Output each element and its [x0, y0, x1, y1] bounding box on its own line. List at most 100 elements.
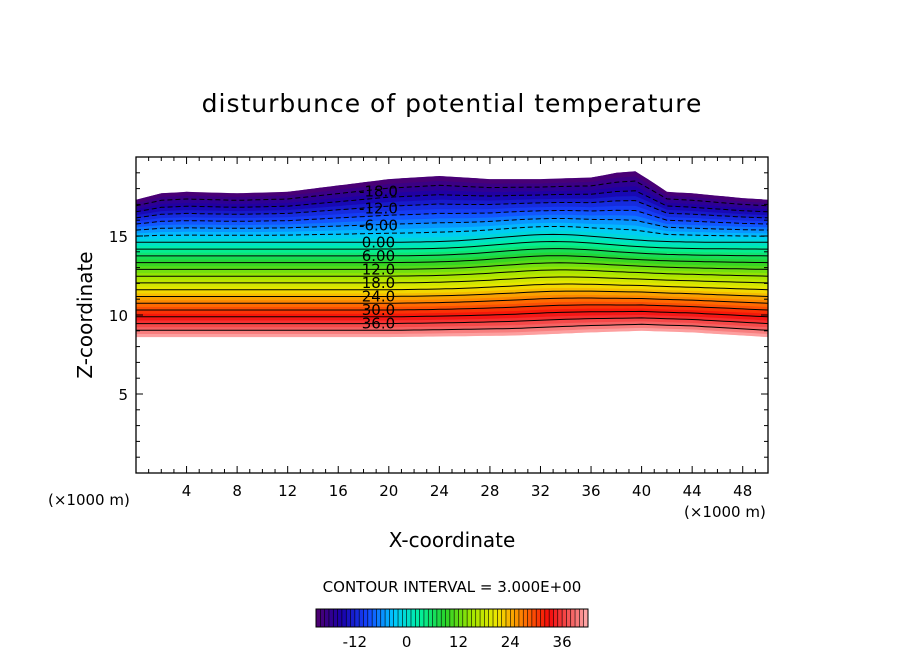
x-tick-label: 44: [683, 482, 702, 500]
colorbar-cell: [505, 609, 511, 627]
colorbar-tick-label: -12: [343, 633, 368, 651]
colorbar-cell: [544, 609, 550, 627]
colorbar-cell: [441, 609, 446, 627]
colorbar-cell: [467, 609, 472, 627]
colorbar-cell: [393, 609, 399, 627]
colorbar-cell: [389, 609, 395, 627]
colorbar-cell: [328, 609, 334, 627]
colorbar: -12 0 12 24 36: [315, 608, 589, 651]
x-tick-label: 24: [430, 482, 449, 500]
colorbar-cell: [350, 609, 356, 627]
contour-line: [136, 233, 768, 243]
contour-line: [136, 180, 768, 207]
colorbar-cell: [428, 609, 433, 627]
colorbar-cell: [484, 609, 489, 627]
contour-line: [136, 209, 768, 225]
colorbar-cell: [557, 609, 563, 627]
contour-label: -6.00: [359, 216, 398, 234]
contour-line: [136, 290, 768, 297]
colorbar-cell: [415, 609, 420, 627]
colorbar-cell: [432, 609, 438, 627]
colorbar-cell: [480, 609, 485, 627]
contour-line: [136, 218, 768, 231]
contour-line: [136, 240, 768, 250]
contour-line: [136, 200, 768, 219]
colorbar-cell: [454, 609, 459, 627]
colorbar-cell: [423, 609, 429, 627]
colorbar-tick-label: 36: [553, 633, 572, 651]
colorbar-cell: [337, 609, 343, 627]
x-axis-label: X-coordinate: [389, 528, 516, 552]
colorbar-cell: [488, 609, 494, 627]
contour-line: [136, 283, 768, 291]
colorbar-tick-labels: -12 0 12 24 36: [343, 633, 572, 651]
contour-label: -12.0: [359, 199, 398, 217]
contour-label: 18.0: [362, 274, 395, 292]
contour-line: [136, 297, 768, 304]
colorbar-cell: [462, 609, 468, 627]
contour-line: [136, 310, 768, 318]
contour-line: [136, 317, 768, 325]
contour-interval-label: CONTOUR INTERVAL = 3.000E+00: [323, 578, 582, 596]
colorbar-cell: [354, 609, 360, 627]
colorbar-cell: [445, 609, 451, 627]
colorbar-cell: [316, 609, 321, 627]
x-tick-label: 4: [182, 482, 192, 500]
contour-label: 24.0: [362, 287, 395, 305]
x-tick-labels: 4 8 12 16 20 24 28 32 36 40 44 48: [182, 482, 752, 500]
colorbar-cell: [359, 609, 364, 627]
colorbar-cell: [553, 609, 559, 627]
colorbar-cell: [324, 609, 330, 627]
colorbar-cell: [579, 609, 584, 627]
colorbar-cell: [575, 609, 580, 627]
colorbar-cell: [380, 609, 386, 627]
contour-line: [136, 269, 768, 277]
colorbar-cell: [410, 609, 416, 627]
y-tick-label: 10: [109, 307, 128, 325]
colorbar-tick-label: 0: [402, 633, 412, 651]
y-tick-label: 5: [118, 386, 128, 404]
x-axis-unit: (×1000 m): [684, 503, 766, 521]
colorbar-cell: [406, 609, 412, 627]
x-tick-label: 40: [632, 482, 651, 500]
contour-line: [136, 190, 768, 213]
colorbar-cell: [540, 609, 546, 627]
plot-area: -18.0-12.0-6.000.006.0012.018.024.030.03…: [109, 156, 769, 500]
y-tick-labels: 5 10 15: [109, 228, 128, 404]
colorbar-tick-label: 24: [501, 633, 520, 651]
contour-line: [136, 248, 768, 257]
contour-label: 36.0: [362, 315, 395, 333]
x-tick-label: 48: [733, 482, 752, 500]
temperature-band: [136, 171, 768, 204]
contour-line: [136, 262, 768, 270]
contour-label: 0.00: [362, 233, 395, 251]
colorbar-cell: [346, 609, 351, 627]
colorbar-cell: [566, 609, 572, 627]
colorbar-cell: [398, 609, 403, 627]
colorbar-tick-label: 12: [449, 633, 468, 651]
contour-line: [136, 323, 768, 331]
x-tick-label: 28: [480, 482, 499, 500]
colorbar-cells: [315, 609, 589, 627]
x-tick-label: 20: [379, 482, 398, 500]
colorbar-cell: [497, 609, 502, 627]
colorbar-cell: [367, 609, 373, 627]
colorbar-cell: [402, 609, 407, 627]
colorbar-cell: [518, 609, 524, 627]
axis-ticks: [136, 157, 768, 473]
colorbar-cell: [320, 609, 325, 627]
colorbar-cell: [510, 609, 515, 627]
y-axis-unit: (×1000 m): [48, 491, 130, 509]
colorbar-cell: [536, 609, 541, 627]
contour-line: [136, 255, 768, 264]
colorbar-cell: [531, 609, 537, 627]
colorbar-cell: [493, 609, 498, 627]
contour-lines: [136, 180, 768, 331]
colorbar-cell: [376, 609, 382, 627]
colorbar-cell: [419, 609, 425, 627]
contour-line: [136, 304, 768, 311]
colorbar-cell: [562, 609, 567, 627]
colorbar-cell: [549, 609, 554, 627]
contour-line: [136, 276, 768, 284]
